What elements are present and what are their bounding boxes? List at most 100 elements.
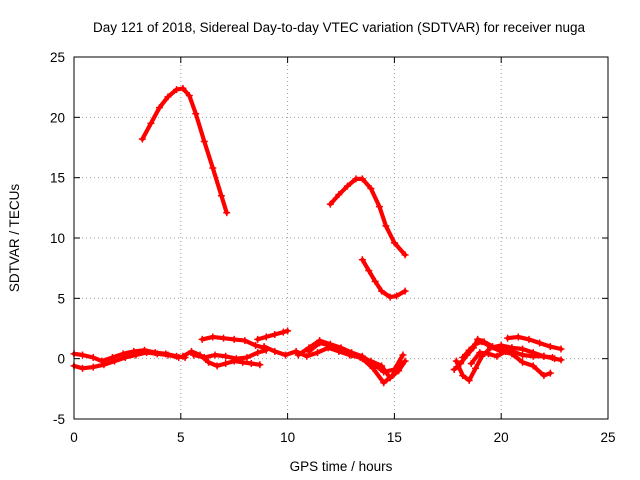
data-point <box>111 357 119 365</box>
data-point <box>380 368 388 376</box>
x-tick-label: 10 <box>280 430 295 445</box>
data-point <box>519 358 527 366</box>
data-point <box>476 349 484 357</box>
data-point <box>386 293 394 301</box>
data-point <box>175 353 183 361</box>
data-point <box>508 344 516 352</box>
data-point <box>79 351 87 359</box>
data-point <box>484 350 492 358</box>
data-point <box>164 351 172 359</box>
data-point <box>343 182 351 190</box>
data-point <box>487 343 495 351</box>
data-point <box>316 339 324 347</box>
y-tick-label: 5 <box>57 291 65 306</box>
data-point <box>232 355 240 363</box>
data-point <box>326 341 334 349</box>
data-point <box>401 357 409 365</box>
series-arc-12 <box>306 340 403 385</box>
data-point <box>190 351 198 359</box>
data-point <box>220 334 228 342</box>
data-point <box>371 277 379 285</box>
data-point <box>179 84 187 92</box>
data-point <box>382 222 390 230</box>
data-point <box>335 191 343 199</box>
data-point <box>326 200 334 208</box>
x-tick-label: 0 <box>70 430 78 445</box>
data-point <box>147 119 155 127</box>
y-tick-label: 20 <box>50 110 65 125</box>
data-point <box>89 363 97 371</box>
data-point <box>348 351 356 359</box>
data-point <box>243 353 251 361</box>
data-point <box>540 372 548 380</box>
data-point <box>358 355 366 363</box>
data-point <box>401 287 409 295</box>
data-point <box>540 352 548 360</box>
data-point <box>467 359 475 367</box>
data-point <box>132 351 140 359</box>
data-point <box>497 341 505 349</box>
data-point <box>557 345 565 353</box>
series-arc-2 <box>328 176 408 257</box>
series-arc-6 <box>180 349 262 368</box>
data-point <box>100 361 108 369</box>
data-point <box>254 335 262 343</box>
data-point <box>200 137 208 145</box>
y-tick-label: 25 <box>50 50 65 65</box>
y-tick-label: 0 <box>57 352 65 367</box>
data-point <box>222 359 230 367</box>
data-point <box>89 353 97 361</box>
y-axis-label: SDTVAR / TECUs <box>7 184 22 293</box>
data-point <box>478 338 486 346</box>
data-point <box>305 347 313 355</box>
data-point <box>358 256 366 264</box>
data-series <box>70 84 565 387</box>
data-point <box>514 333 522 341</box>
data-point <box>519 345 527 353</box>
data-point <box>179 352 187 360</box>
data-point <box>260 343 268 351</box>
data-point <box>401 251 409 259</box>
data-point <box>213 362 221 370</box>
x-tick-label: 25 <box>600 430 615 445</box>
data-point <box>217 192 225 200</box>
data-point <box>241 337 249 345</box>
data-point <box>209 333 217 341</box>
data-point <box>452 357 460 365</box>
data-point <box>223 209 231 217</box>
data-point <box>337 345 345 353</box>
data-point <box>209 164 217 172</box>
data-point <box>388 372 396 380</box>
data-point <box>472 340 480 348</box>
data-point <box>155 104 163 112</box>
data-point <box>314 349 322 357</box>
x-tick-label: 20 <box>494 430 509 445</box>
x-axis-label: GPS time / hours <box>290 459 393 474</box>
data-point <box>173 86 181 94</box>
data-point <box>292 347 300 355</box>
data-point <box>365 267 373 275</box>
data-point <box>399 351 407 359</box>
data-point <box>262 333 270 341</box>
data-point <box>367 185 375 193</box>
y-tick-label: 15 <box>50 171 65 186</box>
axis-ticks: 0 5 10 15 20 25 -5 0 5 10 15 20 25 <box>50 50 616 445</box>
data-point <box>294 351 302 359</box>
data-point <box>211 351 219 359</box>
data-point <box>205 358 213 366</box>
data-point <box>504 334 512 342</box>
y-tick-label: 10 <box>50 231 65 246</box>
data-point <box>198 335 206 343</box>
data-point <box>393 292 401 300</box>
data-point <box>465 376 473 384</box>
data-point <box>450 366 458 374</box>
data-point <box>459 353 467 361</box>
chart-title: Day 121 of 2018, Sidereal Day-to-day VTE… <box>93 20 585 35</box>
data-point <box>256 361 264 369</box>
data-point <box>369 364 377 372</box>
data-point <box>271 331 279 339</box>
data-point <box>546 343 554 351</box>
data-point <box>279 328 287 336</box>
data-point <box>303 352 311 360</box>
